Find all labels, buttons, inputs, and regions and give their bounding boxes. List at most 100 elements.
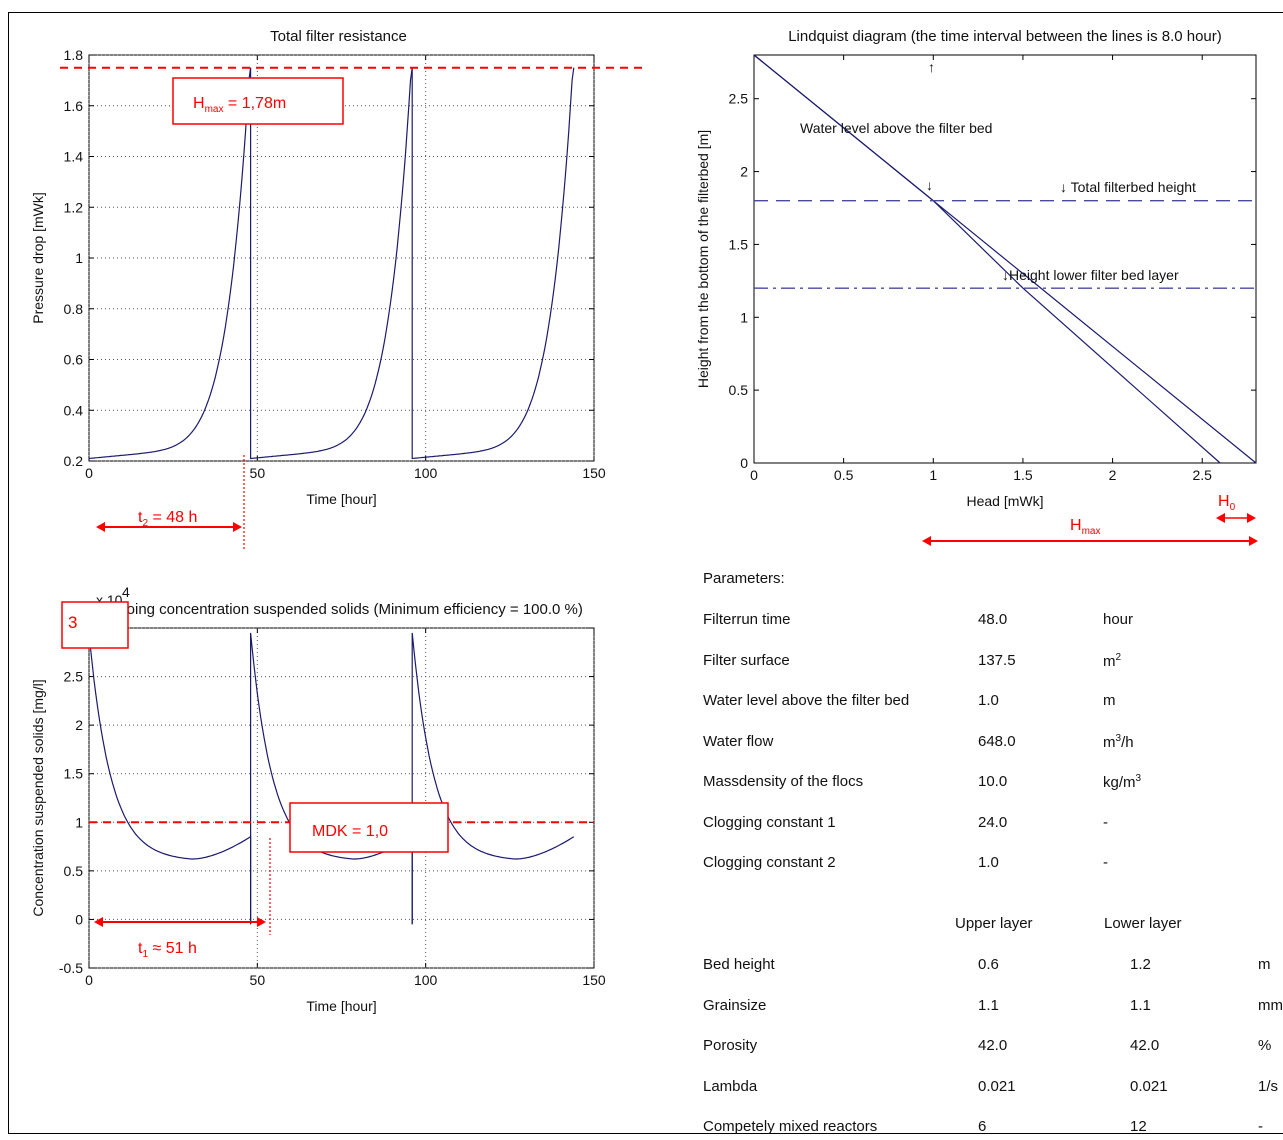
lindquist-xlabel: Head [mWk]: [966, 493, 1043, 509]
concentration-xlabel: Time [hour]: [306, 998, 376, 1014]
layer-row-lower: 1.1: [1130, 996, 1151, 1014]
lindquist-hmax-arrowhead-right: [1249, 536, 1258, 546]
resistance-tick-label-y: 1.4: [64, 149, 84, 165]
lindquist-tick-label-y: 2.5: [729, 91, 749, 107]
lindquist-tick-label-x: 2.5: [1192, 467, 1212, 483]
lindquist-tick-label-y: 1: [740, 309, 748, 325]
resistance-tick-label-x: 0: [85, 465, 93, 481]
concentration-title: Outgoing concentration suspended solids …: [94, 601, 583, 618]
concentration-tick-label-x: 150: [582, 972, 606, 988]
parameter-value: 48.0: [978, 611, 1008, 628]
concentration-mdk-label: MDK = 1,0: [312, 823, 388, 840]
parameter-name: Filterrun time: [703, 611, 791, 628]
resistance-xlabel: Time [hour]: [306, 491, 376, 507]
resistance-tick-label-y: 0.8: [64, 301, 84, 317]
layer-row-upper: 1.1: [978, 996, 999, 1014]
layer-row-unit: mm: [1258, 996, 1283, 1014]
lindquist-tick-label-x: 1.5: [1013, 467, 1033, 483]
resistance-tick-label-y: 1: [75, 250, 83, 266]
resistance-series-line: [88, 67, 252, 460]
lindquist-lower-layer-label: ↓Height lower filter bed layer: [1002, 267, 1179, 283]
parameter-name: Filter surface: [703, 651, 790, 669]
parameter-unit: m3/h: [1103, 732, 1134, 751]
layer-header-upper: Upper layer: [955, 915, 1033, 932]
parameter-unit: -: [1103, 813, 1108, 831]
layer-row-unit: m: [1258, 956, 1271, 973]
concentration-tick-label-y: 0: [75, 911, 83, 927]
lindquist-up-arrow: ↑: [928, 59, 935, 75]
layer-row-unit: -: [1258, 1118, 1263, 1135]
lindquist-hmax-label: Hmax: [1070, 517, 1100, 537]
concentration-tick-label-y: -0.5: [59, 960, 83, 976]
parameter-value: 1.0: [978, 692, 999, 709]
concentration-corner-value: 3: [68, 613, 77, 632]
concentration-corner-box: [61, 601, 129, 649]
concentration-tick-label-y: 1.5: [64, 766, 84, 782]
lindquist-down-arrow: ↓: [926, 177, 933, 193]
lindquist-tick-label-y: 1.5: [729, 236, 749, 252]
concentration-t1-arrowhead-left: [94, 917, 103, 927]
resistance-hmax-box: [172, 77, 344, 125]
resistance-series-line: [250, 67, 413, 460]
parameter-unit: -: [1103, 854, 1108, 871]
layer-header-lower: Lower layer: [1104, 915, 1182, 932]
parameter-value: 137.5: [978, 651, 1016, 669]
layer-row-name: Bed height: [703, 956, 775, 973]
resistance-hmax-label: Hmax = 1,78m: [193, 95, 286, 115]
layer-row-name: Lambda: [703, 1077, 758, 1095]
resistance-tick-label-y: 1.8: [64, 47, 84, 63]
parameter-name: Water flow: [703, 732, 774, 750]
layer-row-name: Competely mixed reactors: [703, 1118, 878, 1135]
lindquist-title: Lindquist diagram (the time interval bet…: [788, 28, 1222, 45]
lindquist-tick-label-x: 2: [1109, 467, 1117, 483]
concentration-ylabel: Concentration suspended solids [mg/l]: [30, 679, 46, 916]
concentration-tick-label-y: 0.5: [64, 863, 84, 879]
parameter-name: Water level above the filter bed: [703, 692, 910, 709]
resistance-ylabel: Pressure drop [mWk]: [30, 192, 46, 323]
concentration-t1-label: t1 ≈ 51 h: [138, 940, 197, 960]
layer-row-unit: %: [1258, 1037, 1272, 1054]
lindquist-total-bed-label: ↓ Total filterbed height: [1060, 179, 1196, 195]
resistance-tick-label-y: 0.2: [64, 453, 84, 469]
lindquist-h0-arrowhead-left: [1216, 513, 1225, 523]
resistance-tick-label-y: 0.4: [64, 402, 84, 418]
lindquist-ylabel: Height from the bottom of the filterbed …: [695, 130, 711, 388]
layer-row-lower: 42.0: [1130, 1037, 1160, 1054]
resistance-tick-label-x: 50: [250, 465, 266, 481]
concentration-tick-label-x: 100: [414, 972, 438, 988]
layer-row-name: Porosity: [703, 1037, 758, 1054]
concentration-t1-arrowhead-right: [257, 917, 266, 927]
lindquist-h0-arrowhead-right: [1247, 513, 1256, 523]
layer-row-unit: 1/s: [1258, 1077, 1279, 1095]
concentration-tick-label-y: 2: [75, 717, 83, 733]
parameter-unit: hour: [1103, 611, 1134, 628]
concentration-exponent-power: 4: [122, 584, 130, 600]
lindquist-tick-label-x: 0.5: [834, 467, 854, 483]
concentration-mdk-box: [289, 802, 449, 853]
concentration-tick-label-x: 0: [85, 972, 93, 988]
parameters-heading: Parameters:: [703, 570, 785, 587]
resistance-tick-label-x: 100: [414, 465, 438, 481]
parameter-name: Clogging constant 2: [703, 854, 836, 871]
resistance-title: Total filter resistance: [270, 28, 407, 45]
lindquist-h0-label: H0: [1218, 493, 1236, 513]
layer-row-name: Grainsize: [703, 996, 767, 1014]
layer-row-upper: 42.0: [978, 1037, 1008, 1054]
resistance-tick-label-y: 1.2: [64, 199, 84, 215]
layer-row-lower: 12: [1130, 1118, 1147, 1135]
resistance-t2-label: t2 = 48 h: [138, 509, 197, 529]
concentration-plot-area: [88, 627, 595, 969]
concentration-series-line: [88, 632, 252, 925]
resistance-tick-label-y: 0.6: [64, 352, 84, 368]
parameter-name: Massdensity of the flocs: [703, 773, 864, 790]
parameter-name: Clogging constant 1: [703, 813, 836, 831]
lindquist-water-level-label: Water level above the filter bed: [800, 120, 992, 136]
concentration-series-line: [411, 632, 575, 925]
parameter-unit: kg/m3: [1103, 773, 1142, 791]
layer-row-lower: 0.021: [1130, 1077, 1168, 1095]
concentration-tick-label-x: 50: [250, 972, 266, 988]
parameter-value: 24.0: [978, 813, 1008, 831]
parameter-value: 648.0: [978, 732, 1016, 750]
parameter-value: 1.0: [978, 854, 999, 871]
